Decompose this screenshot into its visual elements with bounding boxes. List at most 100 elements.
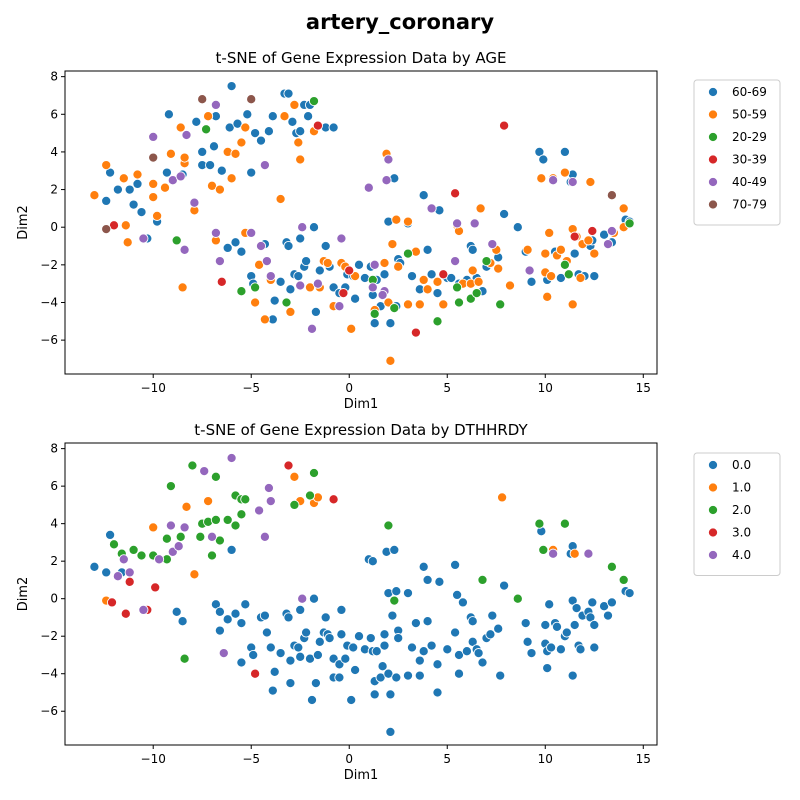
point-40-49-0 — [148, 131, 159, 142]
point-30-39-8 — [499, 120, 510, 131]
point-4_0-9 — [199, 466, 210, 477]
point-40-49-37 — [377, 289, 388, 301]
point-0_0-16 — [248, 649, 259, 661]
point-50-59-57 — [414, 299, 425, 310]
point-40-49-4 — [181, 129, 192, 141]
legend-label-50-59: 50-59 — [732, 108, 767, 122]
point-0_0-111 — [495, 670, 506, 681]
legend-label-3_0: 3.0 — [732, 526, 751, 540]
point-0_0-87 — [422, 574, 433, 585]
point-0_0-84 — [414, 670, 425, 681]
x-tick-label: 15 — [636, 752, 651, 766]
point-0_0-83 — [414, 655, 425, 666]
point-60-69-18 — [226, 81, 237, 92]
point-60-69-38 — [236, 246, 247, 257]
point-50-59-48 — [379, 257, 390, 269]
point-50-59-67 — [473, 276, 484, 287]
point-2_0-34 — [606, 561, 617, 572]
point-30-39-7 — [450, 188, 461, 199]
point-50-59-51 — [387, 239, 398, 250]
point-60-69-2 — [124, 184, 135, 195]
point-50-59-74 — [536, 173, 547, 184]
point-60-69-20 — [242, 109, 253, 120]
point-20-29-5 — [308, 96, 320, 107]
point-60-69-90 — [499, 208, 510, 220]
point-0_0-74 — [389, 544, 400, 555]
point-50-59-44 — [346, 323, 357, 334]
point-2_0-27 — [383, 520, 394, 531]
point-50-59-85 — [567, 299, 578, 310]
point-40-49-33 — [606, 225, 617, 237]
point-2_0-28 — [389, 595, 400, 606]
point-50-59-1 — [101, 160, 112, 171]
legend-label-0_0: 0.0 — [732, 458, 751, 472]
point-60-69-24 — [263, 126, 274, 137]
y-tick-label: 2 — [50, 554, 58, 568]
point-0_0-81 — [406, 642, 418, 653]
chart-panel-1: t-SNE of Gene Expression Data by AGE −10 −… — [16, 49, 781, 412]
point-0_0-110 — [493, 623, 504, 634]
point-60-69-116 — [310, 306, 321, 317]
point-40-49-36 — [334, 301, 345, 312]
point-40-49-27 — [469, 218, 480, 229]
point-0_0-53 — [348, 642, 359, 653]
point-2_0-18 — [222, 514, 233, 525]
point-40-49-29 — [524, 265, 535, 276]
point-4_0-19 — [583, 548, 594, 559]
point-4_0-12 — [226, 452, 237, 464]
point-60-69-22 — [250, 128, 261, 139]
y-tick-label: 4 — [50, 517, 58, 531]
point-60-69-10 — [191, 116, 202, 127]
point-50-59-71 — [493, 263, 504, 274]
point-30-39-2 — [312, 120, 323, 131]
point-0_0-49 — [336, 604, 347, 615]
point-50-59-61 — [438, 299, 449, 310]
point-40-49-5 — [179, 244, 190, 255]
point-70-79-1 — [148, 152, 159, 163]
point-0_0-135 — [575, 644, 586, 655]
point-60-69-60 — [350, 293, 361, 304]
point-2_0-7 — [165, 481, 176, 492]
x-tick-label: 10 — [538, 381, 553, 395]
point-60-69-3 — [132, 178, 143, 189]
point-2_0-26 — [304, 490, 316, 501]
point-60-69-114 — [269, 295, 280, 306]
point-40-49-28 — [487, 239, 498, 250]
point-40-49-7 — [210, 99, 221, 110]
point-0_0-117 — [540, 619, 551, 631]
legend-marker-60-69 — [707, 86, 719, 98]
point-0_0-54 — [350, 664, 361, 676]
point-60-69-5 — [136, 207, 147, 218]
point-50-59-90 — [585, 176, 596, 188]
point-50-59-7 — [148, 192, 159, 203]
y-tick-label: 8 — [50, 70, 58, 84]
chart-title: t-SNE of Gene Expression Data by AGE — [216, 49, 507, 67]
point-0_0-63 — [371, 646, 382, 657]
point-0_0-85 — [418, 561, 429, 572]
point-50-59-2 — [118, 173, 129, 184]
point-1_0-1 — [148, 522, 159, 533]
point-0_0-93 — [442, 644, 453, 655]
point-0_0-25 — [283, 612, 294, 623]
point-60-69-32 — [303, 111, 314, 122]
point-0_0-139 — [587, 597, 598, 608]
point-0_0-121 — [544, 599, 555, 610]
legend-label-60-69: 60-69 — [732, 85, 767, 99]
point-0_0-140 — [589, 619, 600, 631]
point-0_0-58 — [365, 633, 376, 644]
point-0_0-11 — [230, 608, 241, 619]
point-0_0-73 — [387, 610, 398, 621]
point-1_0-9 — [497, 492, 508, 503]
y-tick-label: −4 — [40, 667, 58, 681]
point-60-69-74 — [418, 190, 429, 201]
x-tick-label: −5 — [242, 381, 260, 395]
point-0_0-55 — [353, 631, 365, 642]
point-0_0-131 — [567, 670, 578, 681]
point-30-39-5 — [410, 327, 421, 338]
point-60-69-8 — [163, 109, 174, 120]
point-20-29-7 — [369, 308, 380, 319]
point-0_0-23 — [275, 648, 286, 659]
point-0_0-26 — [285, 655, 296, 666]
chart-panel-2: t-SNE of Gene Expression Data by DTHHRDY… — [16, 421, 781, 783]
